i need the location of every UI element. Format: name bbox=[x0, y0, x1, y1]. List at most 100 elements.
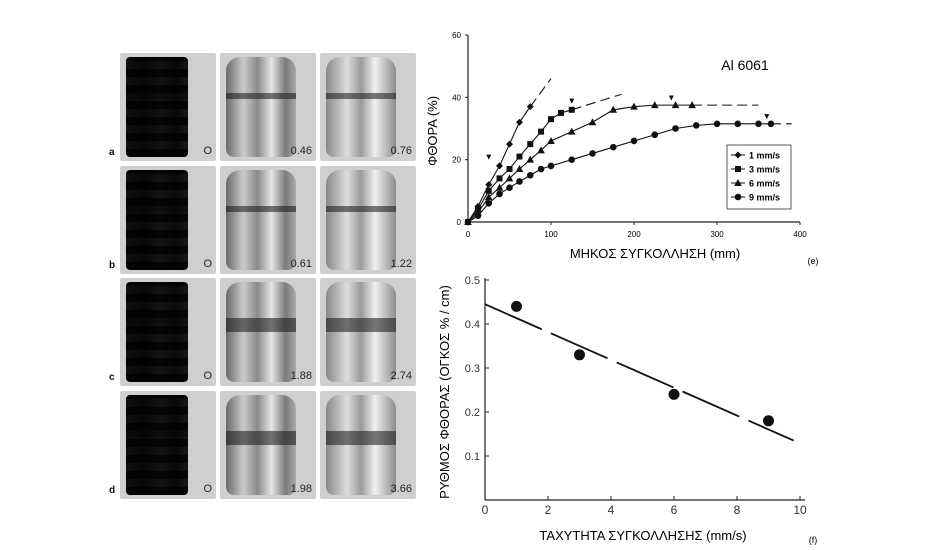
chart-f-point bbox=[574, 349, 585, 361]
chart-e-point bbox=[557, 109, 564, 116]
chart-e-point bbox=[767, 120, 775, 128]
chart-e-point bbox=[650, 101, 659, 109]
specimen-shape bbox=[226, 282, 296, 382]
chart-e-legend-box bbox=[726, 144, 792, 210]
chart-f-x-tick-label: 4 bbox=[608, 503, 615, 517]
specimen-shape bbox=[126, 57, 188, 157]
chart-e-point bbox=[538, 128, 545, 135]
specimen-band bbox=[326, 206, 396, 212]
specimen-shape bbox=[126, 282, 188, 382]
chart-e-legend-label: 6 mm/s bbox=[749, 179, 780, 189]
chart-e-series-1 bbox=[464, 78, 552, 226]
specimen-photo bbox=[320, 391, 416, 499]
chart-e-point bbox=[496, 162, 504, 170]
chart-e-point bbox=[474, 208, 482, 216]
specimen-band bbox=[226, 318, 296, 332]
chart-e-point bbox=[588, 118, 597, 126]
specimen-photo bbox=[320, 278, 416, 386]
row-letter: a bbox=[109, 147, 115, 158]
specimen-shape bbox=[326, 282, 396, 382]
chart-f-y-tick-label: 0.3 bbox=[465, 363, 480, 375]
specimen-label: 0.76 bbox=[390, 145, 412, 157]
chart-e-point bbox=[506, 140, 513, 148]
specimen-label: 0.61 bbox=[290, 258, 312, 270]
specimen-shape bbox=[326, 57, 396, 157]
chart-f-xlabel: ΤΑΧΥΤΗΤΑ ΣΥΓΚΟΛΛΗΣΗΣ (mm/s) bbox=[539, 528, 746, 543]
specimen-label: 3.66 bbox=[390, 483, 412, 495]
specimen-label: 1.98 bbox=[290, 483, 312, 495]
chart-e-point bbox=[515, 118, 523, 126]
chart-e-point bbox=[485, 181, 493, 189]
specimen-label: 2.74 bbox=[390, 370, 412, 382]
chart-f-panel-label: (f) bbox=[809, 535, 818, 545]
specimen-photo bbox=[220, 166, 316, 274]
chart-e-point bbox=[465, 219, 471, 225]
specimen-photo bbox=[320, 53, 416, 161]
chart-f-y-tick-label: 0.4 bbox=[465, 319, 480, 331]
chart-f-y-tick-label: 0.1 bbox=[465, 451, 480, 463]
chart-e-x-tick-label: 200 bbox=[627, 230, 641, 239]
chart-e-arrow-marker bbox=[569, 98, 575, 104]
specimen-shape bbox=[326, 395, 396, 495]
chart-e-annotation: Al 6061 bbox=[721, 57, 769, 73]
chart-e-series-line bbox=[467, 123, 771, 223]
chart-e-legend-label: 3 mm/s bbox=[749, 165, 780, 175]
chart-e-legend-label: 9 mm/s bbox=[749, 193, 780, 203]
chart-e-arrow-marker bbox=[486, 154, 492, 160]
chart-e-point bbox=[630, 102, 638, 110]
specimen-photo bbox=[120, 53, 216, 161]
chart-e-point bbox=[527, 141, 534, 148]
specimen-photo bbox=[220, 391, 316, 499]
chart-e-legend-marker bbox=[734, 179, 742, 186]
chart-e-point bbox=[526, 155, 535, 163]
chart-e-point bbox=[692, 122, 700, 129]
chart-e-legend-label: 1 mm/s bbox=[749, 151, 780, 161]
chart-e-series-line bbox=[467, 104, 693, 223]
chart-e-legend-marker bbox=[735, 166, 741, 172]
chart-e-point bbox=[496, 175, 503, 182]
chart-e-point bbox=[464, 218, 472, 226]
chart-e-point bbox=[495, 183, 504, 191]
specimen-photo bbox=[120, 391, 216, 499]
specimen-band bbox=[226, 93, 296, 99]
chart-e-x-tick-label: 300 bbox=[710, 230, 724, 239]
chart-f-point bbox=[668, 388, 680, 400]
chart-e-point bbox=[537, 165, 545, 173]
chart-e-series-extension bbox=[571, 93, 622, 111]
chart-e-y-tick-label: 20 bbox=[452, 156, 461, 165]
specimen-shape bbox=[126, 170, 188, 270]
specimen-band bbox=[226, 431, 296, 445]
chart-e-point bbox=[484, 193, 493, 201]
chart-e-point bbox=[547, 136, 555, 144]
chart-e-series-3 bbox=[464, 95, 759, 225]
row-letter: d bbox=[109, 485, 116, 496]
chart-e-point bbox=[537, 146, 545, 154]
chart-e-point bbox=[516, 153, 523, 160]
chart-e-point bbox=[713, 120, 721, 128]
specimen-label: O bbox=[203, 483, 212, 495]
chart-e-point bbox=[526, 171, 534, 179]
specimen-label: 1.88 bbox=[290, 370, 312, 382]
chart-e-point bbox=[506, 184, 513, 192]
chart-e-point bbox=[567, 127, 576, 135]
specimen-photo bbox=[220, 278, 316, 386]
specimen-band bbox=[126, 93, 188, 99]
specimen-band bbox=[326, 431, 396, 445]
chart-f-x-tick-label: 0 bbox=[482, 503, 489, 517]
chart-e-legend-marker bbox=[734, 193, 742, 201]
chart-e-y-tick-label: 0 bbox=[457, 218, 462, 227]
specimen-photo bbox=[320, 166, 416, 274]
chart-e-x-tick-label: 100 bbox=[544, 230, 558, 239]
chart-f-point bbox=[511, 300, 522, 312]
chart-e-series-line bbox=[467, 106, 531, 223]
chart-e-point bbox=[609, 143, 617, 151]
chart-e-legend: 1 mm/s 3 mm/s 6 mm/s 9 mm/s bbox=[726, 144, 792, 210]
chart-e-point bbox=[464, 218, 472, 225]
chart-e-point bbox=[568, 156, 576, 163]
chart-e-point bbox=[515, 165, 524, 173]
row-letter: b bbox=[109, 260, 116, 271]
specimen-shape bbox=[326, 170, 396, 270]
specimen-photo bbox=[220, 53, 316, 161]
